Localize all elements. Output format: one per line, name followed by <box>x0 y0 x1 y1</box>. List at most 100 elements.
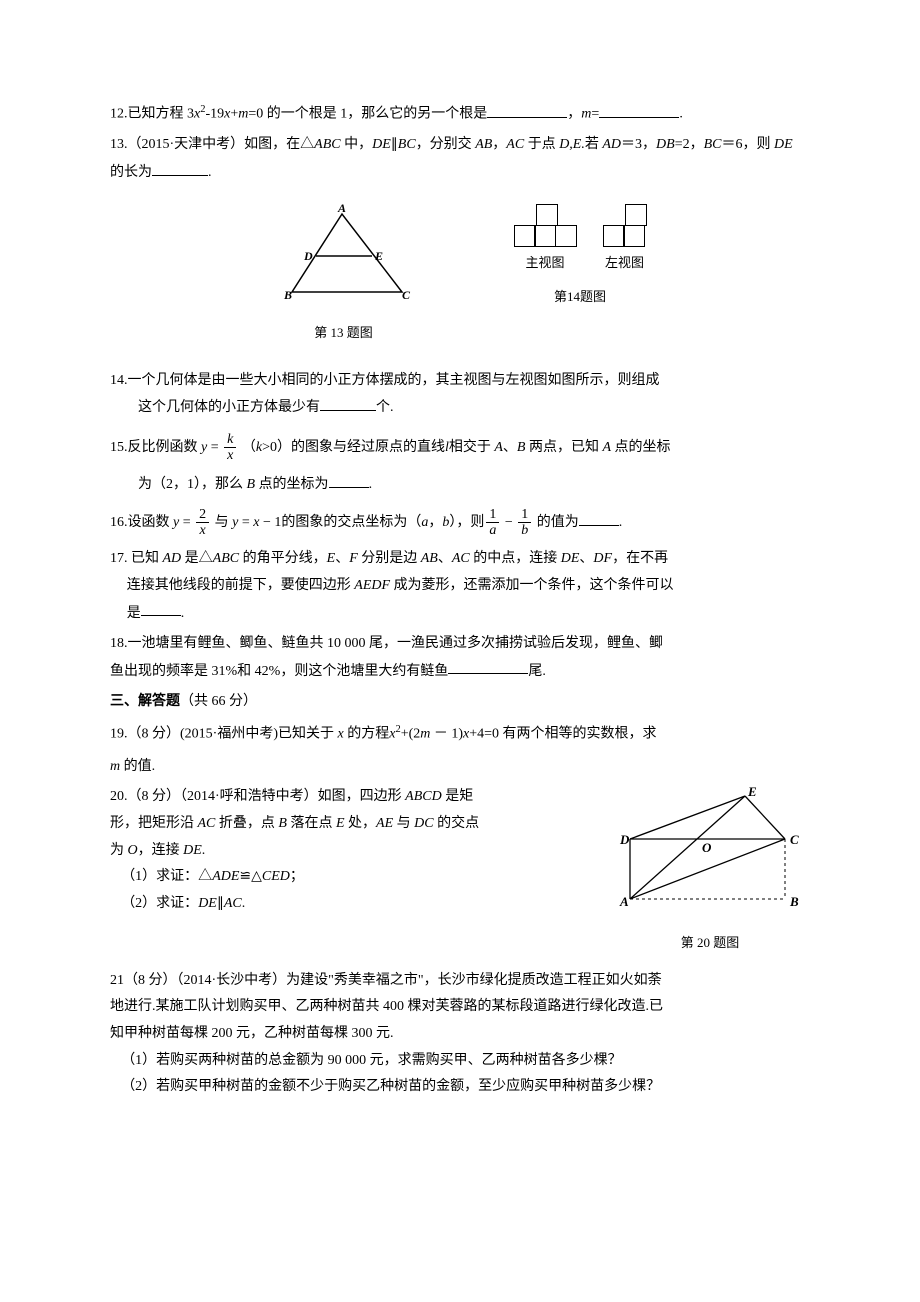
q20-par: ∥ <box>217 896 224 911</box>
blank <box>320 394 376 411</box>
q19-text-f: 的值. <box>120 759 155 774</box>
q16-eq2: = <box>238 515 253 530</box>
q13-bc: BC <box>398 137 416 152</box>
q17-e: E <box>327 551 336 566</box>
q17-text-g: 的中点，连接 <box>470 551 561 566</box>
q13-bc2: BC <box>704 137 722 152</box>
q15-text-j: . <box>369 477 373 492</box>
q20-part1-a: （1）求证：△ <box>121 869 212 884</box>
q20-ced: CED <box>262 869 290 884</box>
q13-text-g: ＝3， <box>621 137 656 152</box>
q21-part1: （1）若购买两种树苗的总金额为 90 000 元，求需购买甲、乙两种树苗各多少棵… <box>110 1048 810 1075</box>
q17-line2: 连接其他线段的前提下，要使四边形 AEDF 成为菱形，还需添加一个条件，这个条件… <box>110 573 810 600</box>
blank <box>599 101 679 118</box>
q17-text-a: 17. 已知 <box>110 551 163 566</box>
q20-ae: AE <box>376 816 393 831</box>
q20-e: E <box>336 816 345 831</box>
q19-text-c: +(2 <box>401 726 421 741</box>
q16-text-c: 的图象的交点坐标为（ <box>281 515 421 530</box>
svg-text:C: C <box>790 832 799 847</box>
q13-ad: AD <box>602 137 621 152</box>
fold-diagram: D C A B E O <box>610 784 810 914</box>
q13-abc: ABC <box>314 137 340 152</box>
q13-text-a: 13.（2015·天津中考）如图，在△ <box>110 137 314 152</box>
q17-ad: AD <box>163 551 182 566</box>
q17-text-b: 是△ <box>181 551 213 566</box>
blank <box>152 159 208 176</box>
svg-text:O: O <box>702 840 712 855</box>
q20-text-j: ，连接 <box>138 843 184 858</box>
q15-text-h: 为（2，1），那么 <box>138 477 247 492</box>
q13-par: ∥ <box>391 137 398 152</box>
q17-text-l: 是 <box>127 605 141 620</box>
q15-text-c: >0）的图象与经过原点的直线 <box>262 440 445 455</box>
figures-13-14: A B C D E 第 13 题图 主视图 左视图 第14题图 <box>110 204 810 345</box>
svg-text:E: E <box>374 249 383 263</box>
q20-text-g: 与 <box>393 816 414 831</box>
section-3-title: 三、解答题 <box>110 694 180 709</box>
q20-part2-a: （2）求证： <box>121 896 198 911</box>
q13-text-h: =2， <box>675 137 704 152</box>
q17-text-h: 、 <box>579 551 593 566</box>
question-19: 19.（8 分）(2015·福州中考)已知关于 x 的方程x2+(2m － 1)… <box>110 720 810 781</box>
q18-line1: 18.一池塘里有鲤鱼、鲫鱼、鲢鱼共 10 000 尾，一渔民通过多次捕捞试验后发… <box>110 631 810 658</box>
q20-part2-b: . <box>242 896 246 911</box>
q15-text-f: 两点，已知 <box>525 440 602 455</box>
q13-text-d: ， <box>492 137 506 152</box>
q20-text-b: 是矩 <box>442 789 474 804</box>
q15-text-g: 点的坐标 <box>611 440 671 455</box>
q13-text-b: 中， <box>341 137 373 152</box>
figure-13: A B C D E 第 13 题图 <box>274 204 414 345</box>
q17-abc: ABC <box>213 551 239 566</box>
q13-de2: DE <box>774 137 793 152</box>
q13-text-e: 于点 <box>524 137 559 152</box>
q19-m2: m <box>110 759 120 774</box>
q15-text-e: 、 <box>503 440 517 455</box>
q17-text-f: 、 <box>438 551 452 566</box>
q20-de: DE <box>183 843 202 858</box>
q15-a2: A <box>602 440 611 455</box>
q15-text-d: 相交于 <box>449 440 495 455</box>
main-view-label: 主视图 <box>514 251 577 276</box>
q16-two: 2 <box>196 507 209 523</box>
q20-b: B <box>278 816 287 831</box>
q20-abcd: ABCD <box>405 789 442 804</box>
q16-eq1: = <box>179 515 194 530</box>
svg-text:D: D <box>619 832 630 847</box>
q12-text-a: 12.已知方程 3 <box>110 107 194 122</box>
q17-de: DE <box>561 551 580 566</box>
question-17: 17. 已知 AD 是△ABC 的角平分线，E、F 分别是边 AB、AC 的中点… <box>110 546 810 627</box>
q16-text-f: 的值为 <box>533 515 579 530</box>
q16-a2: a <box>486 523 499 538</box>
svg-text:D: D <box>303 249 313 263</box>
q13-text-j: 的长为 <box>110 165 152 180</box>
blank <box>329 471 369 488</box>
section-3-points: （共 66 分） <box>180 694 257 709</box>
q15-text-a: 15.反比例函数 <box>110 440 201 455</box>
q16-minus: − <box>501 515 516 530</box>
question-15: 15.反比例函数 y = kx （k>0）的图象与经过原点的直线l相交于 A、B… <box>110 432 810 499</box>
q20-de2: DE <box>198 896 217 911</box>
q19-text-e: +4=0 有两个相等的实数根，求 <box>469 726 656 741</box>
q17-text-c: 的角平分线， <box>239 551 327 566</box>
q20-ade: ADE <box>212 869 239 884</box>
q12-text-g: . <box>679 107 683 122</box>
q20-dc: DC <box>414 816 433 831</box>
q21-part2: （2）若购买甲种树苗的金额不少于购买乙种树苗的金额，至少应购买甲种树苗多少棵？ <box>110 1074 810 1101</box>
q17-text-d: 、 <box>335 551 349 566</box>
svg-text:A: A <box>619 894 629 909</box>
q15-b2: B <box>247 477 256 492</box>
q19-text-b: 的方程 <box>344 726 390 741</box>
svg-text:A: A <box>336 204 345 215</box>
q20-text-e: 落在点 <box>287 816 336 831</box>
blank <box>448 658 528 675</box>
svg-text:B: B <box>283 288 292 302</box>
question-16: 16.设函数 y = 2x 与 y = x − 1的图象的交点坐标为（a，b），… <box>110 507 810 539</box>
q17-df: DF <box>593 551 612 566</box>
q16-text-d: ， <box>428 515 442 530</box>
q17-line3: 是. <box>110 600 810 627</box>
q14-line2: 这个几何体的小正方体最少有个. <box>110 394 810 421</box>
main-view: 主视图 <box>514 204 577 275</box>
q20-part1-c: ； <box>290 869 304 884</box>
q19-text-a: 19.（8 分）(2015·福州中考)已知关于 <box>110 726 338 741</box>
